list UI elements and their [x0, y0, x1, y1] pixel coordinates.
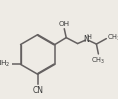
Text: H: H [87, 34, 91, 40]
Text: CH$_3$: CH$_3$ [107, 33, 118, 43]
Text: N: N [84, 35, 89, 44]
Text: OH: OH [58, 21, 69, 27]
Text: CN: CN [32, 86, 43, 95]
Text: NH$_2$: NH$_2$ [0, 59, 11, 69]
Text: CH$_3$: CH$_3$ [91, 55, 105, 66]
